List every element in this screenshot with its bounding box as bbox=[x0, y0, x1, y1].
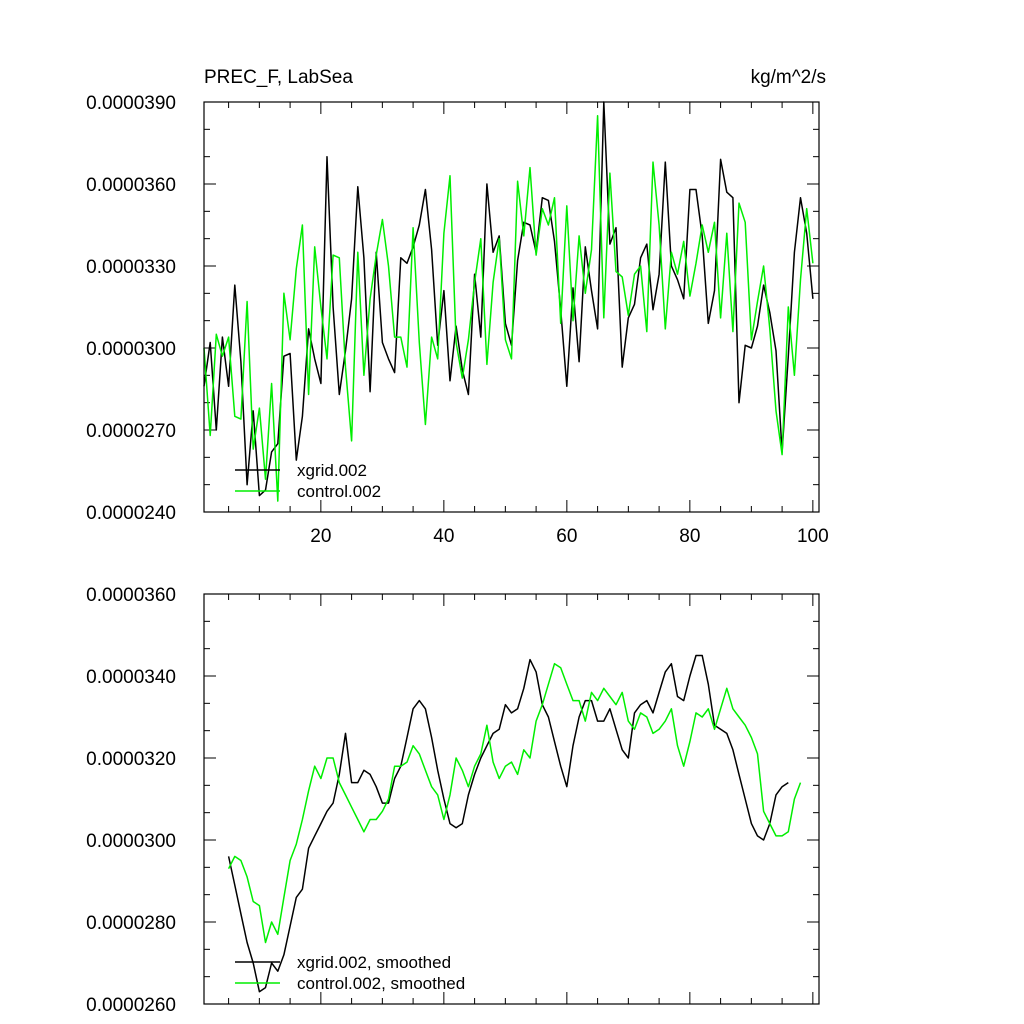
top-series bbox=[203, 101, 814, 502]
bottom-y-tick-label: 0.0000320 bbox=[86, 749, 176, 770]
bottom-y-tick-label: 0.0000340 bbox=[86, 667, 176, 688]
top-series-line-control bbox=[203, 114, 814, 502]
top-units: kg/m^2/s bbox=[751, 67, 826, 88]
top-plot-frame bbox=[203, 101, 820, 513]
top-y-tick-label: 0.0000360 bbox=[86, 175, 176, 196]
bottom-panel: 0.0000260 0.0000280 0.0000300 0.0000320 0.00… bbox=[86, 585, 820, 1016]
bottom-y-tick-label: 0.0000300 bbox=[86, 831, 176, 852]
bottom-y-tick-label: 0.0000360 bbox=[86, 585, 176, 606]
bottom-series-line-xgrid bbox=[227, 654, 789, 993]
legend-label-control: control.002 bbox=[297, 482, 381, 501]
bottom-y-tick-label: 0.0000260 bbox=[86, 995, 176, 1016]
top-x-tick-label: 40 bbox=[433, 526, 454, 547]
legend-label-xgrid-smoothed: xgrid.002, smoothed bbox=[297, 953, 451, 972]
bottom-legend: xgrid.002, smoothed control.002, smoothe… bbox=[235, 953, 465, 993]
top-panel: PREC_F, LabSea kg/m^2/s 20 40 60 80 100 0.000… bbox=[86, 67, 829, 547]
bottom-series bbox=[227, 654, 802, 993]
top-series-line-xgrid bbox=[203, 101, 814, 497]
top-y-tick-label: 0.0000330 bbox=[86, 257, 176, 278]
top-x-tick-label: 60 bbox=[556, 526, 577, 547]
top-legend: xgrid.002 control.002 bbox=[235, 461, 381, 501]
legend-label-control-smoothed: control.002, smoothed bbox=[297, 974, 465, 993]
bottom-y-tick-label: 0.0000280 bbox=[86, 913, 176, 934]
top-y-tick-label: 0.0000390 bbox=[86, 93, 176, 114]
legend-label-xgrid: xgrid.002 bbox=[297, 461, 367, 480]
bottom-series-line-control bbox=[227, 662, 802, 944]
top-y-tick-label: 0.0000300 bbox=[86, 339, 176, 360]
top-y-tick-label: 0.0000240 bbox=[86, 503, 176, 524]
bottom-plot-frame bbox=[203, 593, 820, 1005]
top-x-tick-label: 100 bbox=[797, 526, 829, 547]
top-axes: 20 40 60 80 100 0.0000240 0.0000270 0.0000300 0.… bbox=[86, 93, 829, 547]
top-x-tick-label: 20 bbox=[310, 526, 331, 547]
top-y-tick-label: 0.0000270 bbox=[86, 421, 176, 442]
bottom-axes: 0.0000260 0.0000280 0.0000300 0.0000320 0.00… bbox=[86, 585, 819, 1016]
top-x-tick-label: 80 bbox=[679, 526, 700, 547]
top-title: PREC_F, LabSea bbox=[204, 67, 353, 88]
